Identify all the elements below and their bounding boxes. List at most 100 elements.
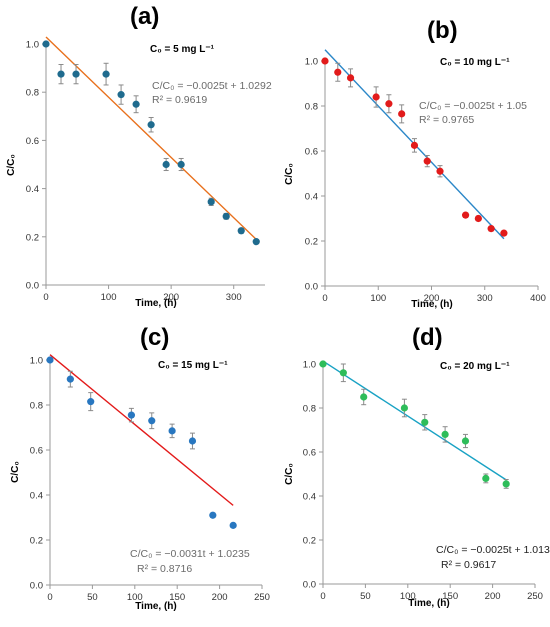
y-axis-label: C/C₀ <box>6 154 17 176</box>
data-point <box>177 160 185 169</box>
concentration-label: C₀ = 15 mg L⁻¹ <box>158 360 228 371</box>
y-tick-label: 0.8 <box>303 404 316 415</box>
data-point <box>132 100 140 108</box>
y-tick-label: 0.2 <box>303 536 316 547</box>
data-point <box>502 480 510 488</box>
chart-panel-3: 0.0 0.2 0.4 0.6 0.8 1.0 0 50 100 150 200 250 Time, (… <box>10 324 270 612</box>
data-point <box>66 375 74 383</box>
data-point <box>117 91 125 99</box>
x-tick-label: 0 <box>320 591 325 602</box>
y-tick-label: 0.4 <box>30 491 43 502</box>
x-tick-label: 300 <box>477 293 493 304</box>
data-point <box>102 70 110 78</box>
data-point <box>321 57 329 65</box>
data-point <box>421 418 429 426</box>
y-tick-label: 0.8 <box>305 102 318 113</box>
data-point <box>87 398 95 406</box>
r-squared-label: R² = 0.9617 <box>441 559 496 571</box>
x-tick-label: 50 <box>360 591 371 602</box>
x-tick-label: 400 <box>530 293 546 304</box>
y-tick-label: 0.4 <box>305 192 318 203</box>
data-point <box>252 238 260 246</box>
data-point <box>487 225 495 233</box>
x-tick-label: 150 <box>442 591 458 602</box>
data-point <box>57 70 65 78</box>
x-tick-label: 250 <box>254 592 270 603</box>
data-point <box>398 110 406 118</box>
data-point <box>222 212 230 220</box>
y-tick-label: 1.0 <box>30 356 43 367</box>
concentration-label: C₀ = 5 mg L⁻¹ <box>150 44 215 55</box>
x-tick-label: 200 <box>163 292 179 303</box>
panel-letter: (d) <box>412 324 443 351</box>
r-squared-label: R² = 0.8716 <box>137 563 192 575</box>
panel-letter: (a) <box>130 3 159 30</box>
data-point <box>207 198 215 206</box>
linear-fit-line <box>45 36 257 240</box>
x-axis-label: Time, (h) <box>411 299 452 310</box>
x-tick-label: 100 <box>400 591 416 602</box>
data-point <box>237 227 245 235</box>
fit-equation: C/C₀ = −0.0025t + 1.0292 <box>152 80 272 92</box>
y-tick-label: 0.6 <box>303 448 316 459</box>
data-point <box>461 437 470 445</box>
x-tick-label: 200 <box>485 591 501 602</box>
fit-equation: C/C₀ = −0.0025t + 1.0132 <box>436 544 550 556</box>
data-point <box>400 404 409 412</box>
data-point <box>148 417 156 425</box>
x-axis-label: Time, (h) <box>408 598 449 609</box>
data-point <box>42 40 50 48</box>
y-tick-label: 0.6 <box>305 147 318 158</box>
y-tick-label: 0.4 <box>26 184 39 195</box>
x-tick-label: 200 <box>212 592 228 603</box>
y-tick-label: 0.0 <box>305 282 318 293</box>
data-point <box>46 356 54 364</box>
data-point <box>209 511 217 519</box>
y-tick-label: 0.0 <box>26 281 39 292</box>
data-point <box>147 121 155 129</box>
data-point <box>441 430 449 438</box>
y-tick-label: 0.4 <box>303 492 316 503</box>
data-point <box>168 427 176 435</box>
data-point <box>346 74 355 82</box>
r-squared-label: R² = 0.9619 <box>152 94 207 106</box>
x-tick-label: 100 <box>101 292 117 303</box>
data-point <box>72 70 80 78</box>
data-point <box>461 211 470 219</box>
r-squared-label: R² = 0.9765 <box>419 114 474 126</box>
linear-fit-line <box>49 354 234 506</box>
y-tick-label: 0.6 <box>26 136 39 147</box>
data-point <box>410 141 419 149</box>
data-point <box>474 214 482 223</box>
x-tick-label: 250 <box>527 591 543 602</box>
y-tick-label: 0.8 <box>30 401 43 412</box>
chart-panel-2: 0.0 0.2 0.4 0.6 0.8 1.0 0 100 200 300 400 Time, (h)… <box>284 17 546 310</box>
data-point <box>319 360 327 368</box>
data-point <box>360 393 368 401</box>
concentration-label: C₀ = 20 mg L⁻¹ <box>440 361 510 372</box>
data-point <box>127 411 136 419</box>
data-point <box>436 167 444 175</box>
y-tick-label: 0.0 <box>303 580 316 591</box>
y-tick-label: 0.2 <box>305 237 318 248</box>
data-point <box>229 521 237 529</box>
x-tick-label: 150 <box>169 592 185 603</box>
data-point <box>385 100 393 108</box>
x-tick-label: 0 <box>322 293 327 304</box>
y-axis-label: C/C₀ <box>284 463 295 485</box>
fit-equation: C/C₀ = −0.0031t + 1.0235 <box>130 548 250 560</box>
y-axis-label: C/C₀ <box>284 163 295 185</box>
y-tick-label: 0.6 <box>30 446 43 457</box>
data-point <box>482 474 490 482</box>
data-point <box>334 68 342 76</box>
y-axis-label: C/C₀ <box>10 461 21 483</box>
data-point <box>500 229 508 237</box>
data-point <box>423 157 431 165</box>
y-tick-label: 1.0 <box>26 40 39 51</box>
panel-letter: (b) <box>427 17 458 44</box>
chart-panel-1: 0.0 0.2 0.4 0.6 0.8 1.0 0 100 200 300 Time, (h) C/C… <box>6 3 272 309</box>
data-point <box>339 369 347 377</box>
x-axis-label: Time, (h) <box>135 298 176 309</box>
y-tick-label: 1.0 <box>305 57 318 68</box>
